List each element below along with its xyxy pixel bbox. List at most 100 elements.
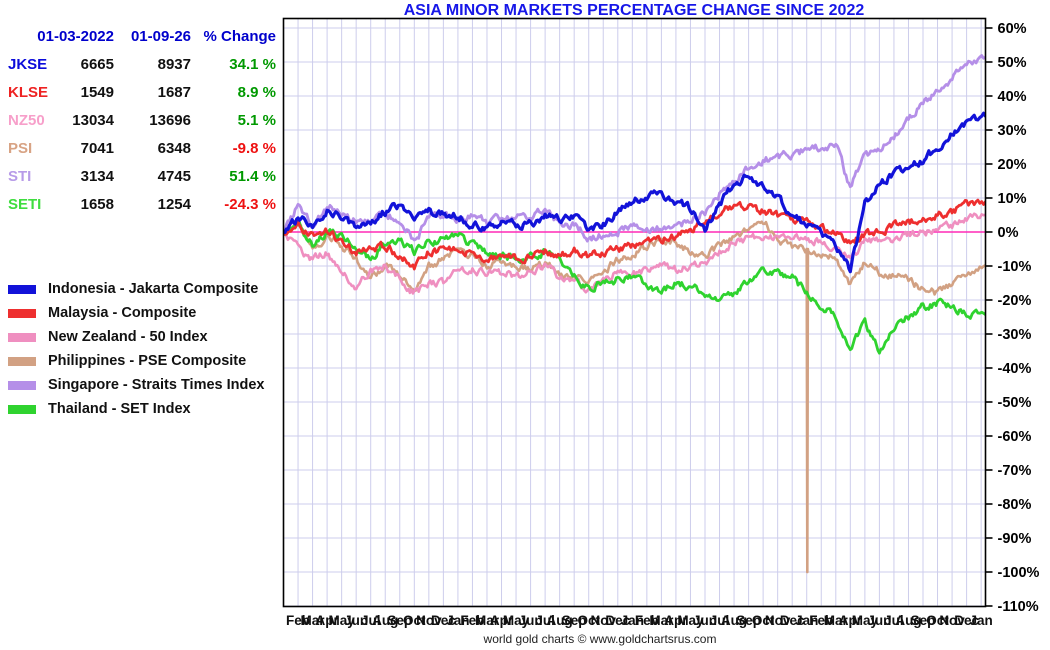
table-header-change: % Change xyxy=(203,27,276,45)
ticker-label: NZ50 xyxy=(8,111,45,129)
plot-frame xyxy=(282,17,987,608)
x-month-label: Jun xyxy=(519,613,543,628)
y-tick-label: 50% xyxy=(998,55,1027,71)
y-tick-label: 60% xyxy=(998,21,1027,37)
y-tick-label: -110% xyxy=(998,599,1039,615)
end-value: 1254 xyxy=(157,195,191,213)
legend-label: Thailand - SET Index xyxy=(48,401,191,417)
legend-swatch-singapore xyxy=(8,380,36,390)
legend-label: Philippines - PSE Composite xyxy=(48,353,247,369)
x-month-label: Oct xyxy=(577,613,600,628)
change-value: 34.1 % xyxy=(229,55,276,73)
legend-item: New Zealand - 50 Index xyxy=(8,325,265,349)
page-title: ASIA MINOR MARKETS PERCENTAGE CHANGE SIN… xyxy=(403,2,865,19)
x-month-label: Apr xyxy=(839,613,863,628)
legend-swatch-malaysia xyxy=(8,308,36,318)
x-month-label: Mar xyxy=(475,613,500,628)
y-tick-label: 10% xyxy=(998,191,1027,207)
x-axis-month-labels: FebMarAprMayJunJulAugSepOctNovDecJanFebM… xyxy=(286,613,993,628)
table-row: STI 3134 4745 51.4 % xyxy=(4,162,276,190)
x-month-label: May xyxy=(677,613,704,628)
start-value: 6665 xyxy=(80,55,114,73)
ticker-label: SETI xyxy=(8,195,42,213)
y-tick-label: 30% xyxy=(998,123,1027,139)
legend-item: Indonesia - Jakarta Composite xyxy=(8,277,265,301)
series-line-sti xyxy=(283,54,986,243)
legend-swatch-indonesia xyxy=(8,284,36,294)
x-month-label: Oct xyxy=(926,613,949,628)
x-month-label: Jan xyxy=(446,613,469,628)
x-month-label: Jun xyxy=(867,613,891,628)
y-tick-label: 20% xyxy=(998,157,1027,173)
y-tick-label: 40% xyxy=(998,89,1027,105)
end-value: 8937 xyxy=(157,55,191,73)
series-line-seti xyxy=(283,220,986,355)
series-line-klse xyxy=(283,198,986,271)
stats-table: 01-03-2022 01-09-26 % Change JKSE 6665 8… xyxy=(4,22,276,218)
x-month-label: Jul xyxy=(710,613,730,628)
x-month-label: Nov xyxy=(765,613,791,628)
y-tick-label: 0% xyxy=(998,225,1019,241)
legend-label: Malaysia - Composite xyxy=(48,305,197,321)
end-value: 13696 xyxy=(149,111,191,129)
x-month-label: Nov xyxy=(590,613,616,628)
legend-swatch-thailand xyxy=(8,404,36,414)
x-month-label: Jan xyxy=(795,613,818,628)
x-month-label: Oct xyxy=(403,613,426,628)
copyright-footer: world gold charts © www.goldchartsrus.co… xyxy=(483,632,717,646)
x-month-label: May xyxy=(503,613,530,628)
table-header-end-date: 01-09-26 xyxy=(130,27,191,45)
y-tick-label: -40% xyxy=(998,361,1032,377)
x-month-label: Nov xyxy=(416,613,442,628)
ticker-label: STI xyxy=(8,167,32,185)
table-header-row: 01-03-2022 01-09-26 % Change xyxy=(4,22,276,50)
start-value: 3134 xyxy=(80,167,114,185)
x-month-label: Apr xyxy=(490,613,514,628)
legend-swatch-new-zealand xyxy=(8,332,36,342)
x-month-label: Apr xyxy=(315,613,339,628)
plot-border xyxy=(282,17,987,608)
ticker-label: KLSE xyxy=(8,83,49,101)
x-month-label: Jul xyxy=(884,613,904,628)
y-tick-label: -90% xyxy=(998,531,1032,547)
ticker-label: PSI xyxy=(8,139,33,157)
x-month-label: Jun xyxy=(693,613,717,628)
x-month-label: Nov xyxy=(939,613,965,628)
change-value: 51.4 % xyxy=(229,167,276,185)
legend-label: Singapore - Straits Times Index xyxy=(48,377,265,393)
ticker-label: JKSE xyxy=(8,55,48,73)
x-month-label: Jul xyxy=(361,613,381,628)
y-tick-label: -80% xyxy=(998,497,1032,513)
x-month-label: Jul xyxy=(535,613,555,628)
start-value: 1658 xyxy=(80,195,114,213)
x-month-label: Feb xyxy=(460,613,484,628)
start-value: 1549 xyxy=(80,83,114,101)
x-month-label: Sep xyxy=(911,613,936,628)
table-row: NZ50 13034 13696 5.1 % xyxy=(4,106,276,134)
legend-item: Malaysia - Composite xyxy=(8,301,265,325)
legend-item: Singapore - Straits Times Index xyxy=(8,373,265,397)
x-month-label: Aug xyxy=(547,613,573,628)
x-month-label: Sep xyxy=(387,613,412,628)
table-row: SETI 1658 1254 -24.3 % xyxy=(4,190,276,218)
end-value: 1687 xyxy=(157,83,191,101)
x-month-label: Mar xyxy=(824,613,849,628)
change-value: -9.8 % xyxy=(232,139,276,157)
x-month-label: Dec xyxy=(605,613,630,628)
table-header-start-date: 01-03-2022 xyxy=(37,27,114,45)
series-line-nz50 xyxy=(283,212,986,295)
x-month-label: Aug xyxy=(372,613,398,628)
gridlines xyxy=(283,18,986,607)
x-month-label: Dec xyxy=(780,613,805,628)
change-value: 8.9 % xyxy=(237,83,276,101)
change-value: -24.3 % xyxy=(224,195,276,213)
x-month-label: Mar xyxy=(649,613,674,628)
x-month-label: May xyxy=(852,613,879,628)
x-month-label: Apr xyxy=(664,613,688,628)
x-month-label: Oct xyxy=(752,613,775,628)
start-value: 7041 xyxy=(80,139,114,157)
x-month-label: May xyxy=(329,613,356,628)
y-tick-label: -60% xyxy=(998,429,1032,445)
